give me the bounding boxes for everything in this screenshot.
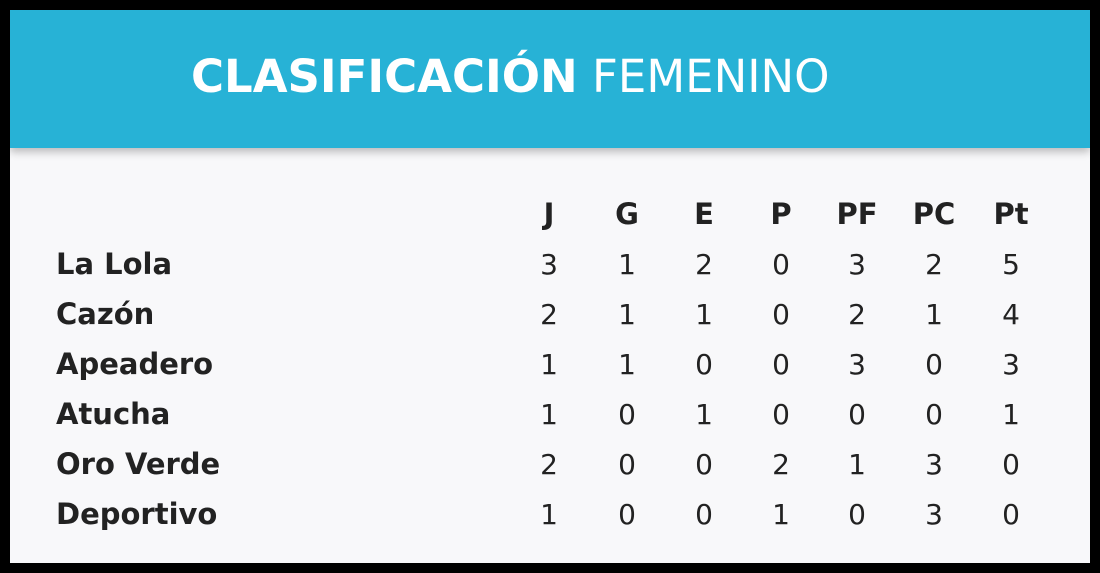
stat-cell: 1 xyxy=(772,498,790,531)
stat-cell: 3 xyxy=(540,248,558,281)
stat-cell: 2 xyxy=(695,248,713,281)
stat-cell: 0 xyxy=(925,398,943,431)
standings-card: CLASIFICACIÓN FEMENINO J G E P PF PC Pt La Lola… xyxy=(10,10,1090,563)
team-name: Cazón xyxy=(56,297,155,331)
stat-cell: 1 xyxy=(695,398,713,431)
stat-cell: 1 xyxy=(618,348,636,381)
stat-cell: 2 xyxy=(540,448,558,481)
stat-cell: 0 xyxy=(695,348,713,381)
stat-cell: 0 xyxy=(772,248,790,281)
stat-cell: 0 xyxy=(618,498,636,531)
stat-cell: 0 xyxy=(695,498,713,531)
stat-cell: 3 xyxy=(848,348,866,381)
team-name: Atucha xyxy=(56,397,171,431)
stat-cell: 3 xyxy=(848,248,866,281)
stat-cell: 1 xyxy=(618,248,636,281)
stat-cell: 5 xyxy=(1002,248,1020,281)
stat-cell: 0 xyxy=(772,348,790,381)
column-header: E xyxy=(694,197,714,231)
stat-cell: 4 xyxy=(1002,298,1020,331)
title-light: FEMENINO xyxy=(592,50,830,103)
stat-cell: 0 xyxy=(925,348,943,381)
stat-cell: 1 xyxy=(540,398,558,431)
stat-cell: 0 xyxy=(772,398,790,431)
stat-cell: 0 xyxy=(618,448,636,481)
stat-cell: 0 xyxy=(772,298,790,331)
stat-cell: 2 xyxy=(540,298,558,331)
page-title: CLASIFICACIÓN FEMENINO xyxy=(191,50,830,103)
column-header: G xyxy=(615,197,639,231)
stat-cell: 1 xyxy=(618,298,636,331)
column-header: PF xyxy=(836,197,878,231)
column-header: Pt xyxy=(993,197,1029,231)
stat-cell: 1 xyxy=(540,348,558,381)
header-banner: CLASIFICACIÓN FEMENINO xyxy=(10,10,1090,148)
column-header: P xyxy=(770,197,792,231)
stat-cell: 3 xyxy=(925,448,943,481)
stat-cell: 1 xyxy=(925,298,943,331)
stat-cell: 2 xyxy=(925,248,943,281)
stat-cell: 0 xyxy=(848,398,866,431)
stat-cell: 0 xyxy=(618,398,636,431)
stat-cell: 2 xyxy=(848,298,866,331)
stat-cell: 3 xyxy=(925,498,943,531)
title-bold: CLASIFICACIÓN xyxy=(191,50,578,103)
stat-cell: 1 xyxy=(848,448,866,481)
team-name: La Lola xyxy=(56,247,173,281)
team-name: Apeadero xyxy=(56,347,214,381)
column-header: PC xyxy=(912,197,956,231)
stat-cell: 0 xyxy=(1002,498,1020,531)
stat-cell: 2 xyxy=(772,448,790,481)
stat-cell: 0 xyxy=(695,448,713,481)
stat-cell: 0 xyxy=(848,498,866,531)
team-name: Oro Verde xyxy=(56,447,221,481)
stat-cell: 0 xyxy=(1002,448,1020,481)
stat-cell: 3 xyxy=(1002,348,1020,381)
stat-cell: 1 xyxy=(695,298,713,331)
stat-cell: 1 xyxy=(1002,398,1020,431)
stat-cell: 1 xyxy=(540,498,558,531)
column-header: J xyxy=(543,197,555,231)
team-name: Deportivo xyxy=(56,497,218,531)
